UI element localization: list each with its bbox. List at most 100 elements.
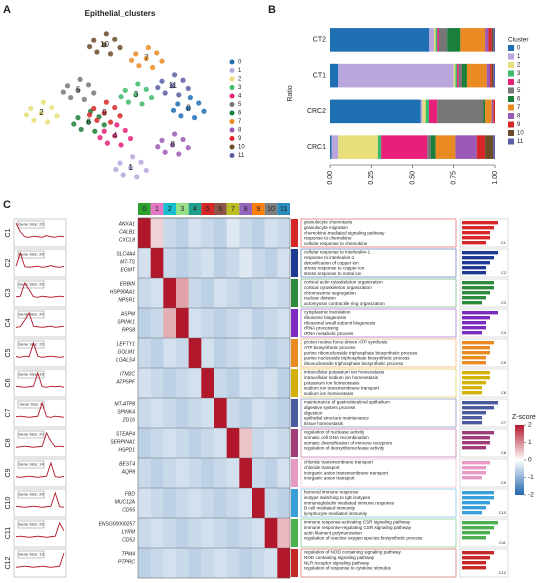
cluster-label: 9 [102,108,107,117]
column-annotation [201,203,214,215]
column-annotation [138,203,151,215]
point [101,42,107,48]
column-annotation [150,203,164,215]
column-label: 6 [218,206,222,213]
term-box [300,458,457,488]
term: ribosomal small subunit biogenesis [304,320,376,325]
gene-size: Gene Size: 20 [18,342,44,347]
point [75,115,81,121]
term: immune response-regulating CSR signaling… [304,525,412,530]
heatmap-cell [239,278,253,309]
legend-label: 6 [238,111,242,117]
column-label: 4 [193,206,197,213]
heatmap-cell [214,458,227,489]
module-label: C3 [5,288,12,297]
point [155,144,161,150]
heatmap-cell [264,428,278,459]
legend-label: 10 [517,131,524,137]
gene-label: SPINK4 [117,409,135,415]
term-box [300,308,457,338]
term: ATP biosynthetic process [304,345,356,350]
gene-size-box [17,370,45,379]
term: tissue homeostasis [304,421,344,426]
legend-label: 0 [517,46,521,52]
bar-segment [330,28,429,52]
bar-module-label: C1 [501,240,507,245]
module-trend [15,281,65,298]
bar-segment [429,28,434,52]
module-label: C6 [5,378,12,387]
heatmap-cell [214,398,227,429]
term: cellular response to chemokine [304,241,368,246]
gene-size: Gene Size: 20 [18,222,44,227]
legend-label: 10 [238,145,245,151]
term: sodium ion transmembrane transport [304,386,380,391]
term-box [300,488,457,518]
heatmap-cell [176,548,189,579]
term-bar [462,506,486,510]
heatmap-cell [226,218,240,249]
heatmap-cell [264,338,278,369]
legend-swatch [229,153,235,158]
bar-module-label: C3 [501,300,507,305]
point [185,105,191,112]
heatmap-cell [264,218,278,249]
point [101,122,107,128]
gene-size-box [17,490,45,499]
legend-swatch [229,136,235,141]
term: purine nucleoside triphosphate biosynthe… [304,356,410,361]
legend-swatch [229,110,235,116]
heatmap-cell [226,308,240,339]
point [159,78,165,84]
legend-swatch [508,104,514,111]
point [118,94,124,100]
term: response to interleukin-1 [304,255,355,260]
colorbar-tick-label: 1 [528,439,532,446]
term-bar [462,526,494,530]
heatmap-cell [150,428,164,459]
heatmap-cell [150,488,164,519]
heatmap-cell [239,398,253,429]
term: granulocyte chemotaxis [304,220,353,225]
heatmap-cell [163,368,177,399]
column-label: 11 [280,206,287,213]
bar-segment [458,63,462,88]
heatmap-cell [138,278,151,309]
term: isotype switching to IgE isotypes [304,495,371,500]
term-bar [462,381,486,385]
heatmap-cell [201,398,215,429]
module-tag [291,549,298,577]
bar-segment [485,135,494,159]
gene-label: STEAP4 [116,431,135,437]
module-label: C9 [5,468,12,477]
gene-size: Gene Size: 19 [18,372,44,377]
term-bar [462,266,486,270]
term-bar [462,221,498,225]
term: inorganic anion transport [304,476,355,481]
heatmap-cell [163,338,177,369]
column-label: 7 [231,206,235,213]
term: NOD containing signaling pathway [304,555,375,560]
gene-size-box [17,550,45,559]
point [81,96,87,102]
column-label: 9 [256,206,260,213]
heatmap-cell [188,338,202,369]
bar-module-label: C5 [501,360,507,365]
module-label: C4 [5,318,12,327]
term: purine ribonucleoside triphosphate biosy… [304,350,418,355]
point [28,105,34,112]
cluster-label: 4 [113,131,118,140]
heatmap-cell [150,458,164,489]
heatmap-cell [201,218,215,249]
heatmap-cell [214,518,227,549]
heatmap-cell [264,518,278,549]
legend-label: 8 [238,128,242,134]
gene-label: HSPD1 [118,447,135,453]
column-annotation [226,203,240,215]
heatmap-frame [137,217,291,579]
point [176,151,182,157]
gene-label: NPSR1 [118,297,135,303]
module-tag [291,279,298,307]
heatmap-cell [214,248,227,279]
